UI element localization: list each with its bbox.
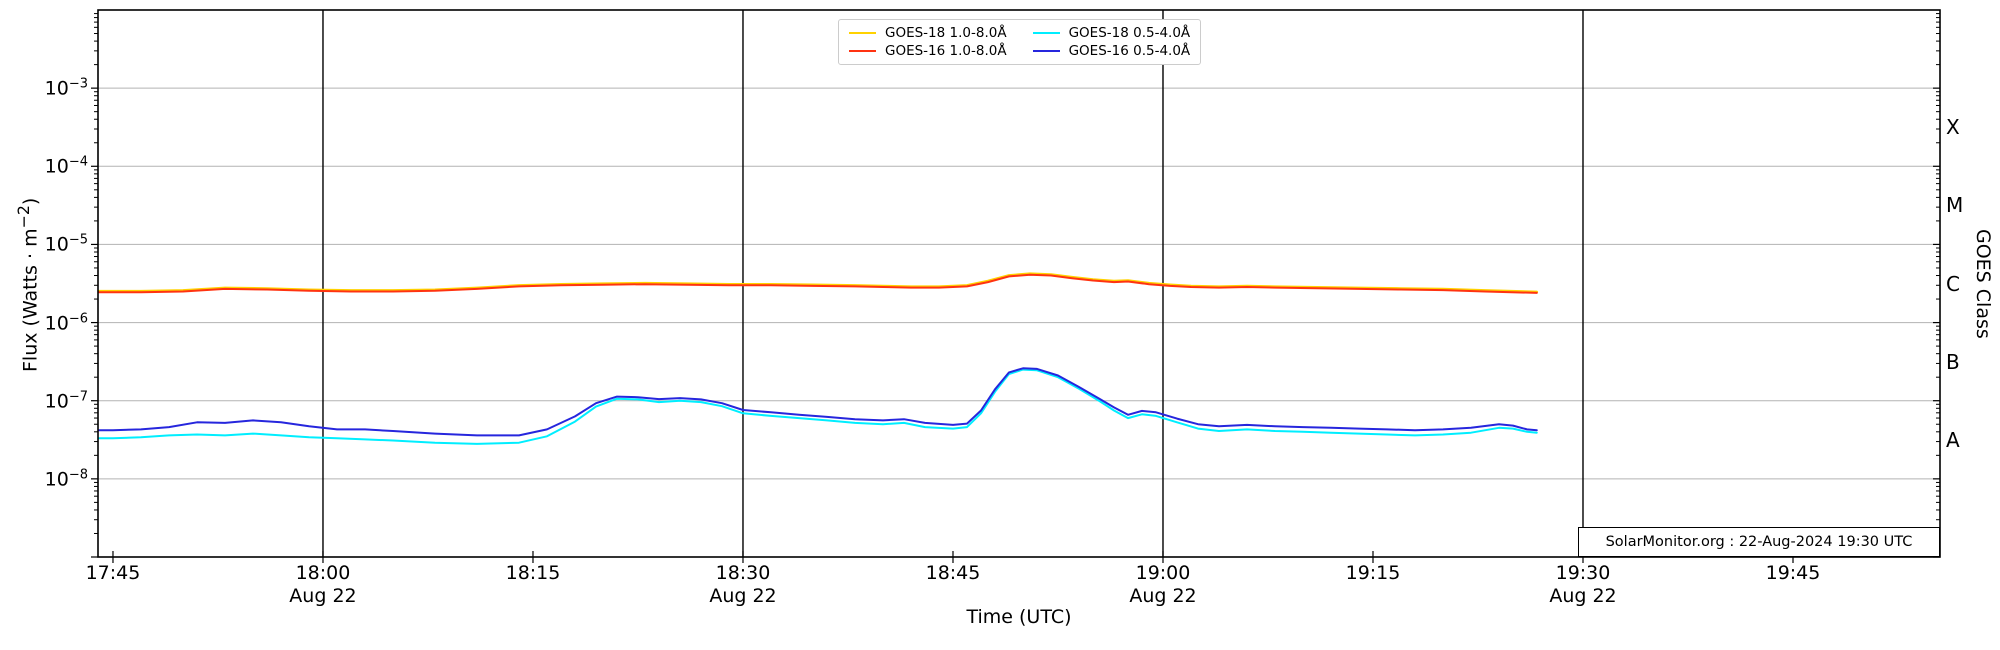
goes-class-tick-label: B <box>1946 349 1960 374</box>
legend-item: GOES-16 0.5-4.0Å <box>1032 43 1191 59</box>
legend-line-marker <box>1032 32 1060 34</box>
series-goes-18-0-5-4-0- <box>98 368 1538 445</box>
goes-class-tick-label: X <box>1946 115 1960 140</box>
series-goes-16-1-0-8-0- <box>98 273 1538 294</box>
legend-item-label: GOES-16 0.5-4.0Å <box>1068 43 1191 59</box>
x-tick-date-label: Aug 22 <box>1129 585 1197 607</box>
y-axis-label-exponent: −2 <box>14 205 33 229</box>
y-tick-label: 10−3 <box>44 76 88 100</box>
x-tick-label: 19:15 <box>1345 562 1401 584</box>
y-axis-label-suffix: ) <box>19 197 42 206</box>
goes-class-tick-label: C <box>1946 271 1960 296</box>
y-axis-label: Flux (Watts · m−2) <box>14 198 41 372</box>
x-tick-label: 17:45 <box>85 562 141 584</box>
legend-item: GOES-18 1.0-8.0Å <box>849 25 1007 41</box>
legend-line-marker <box>849 32 876 34</box>
x-tick-label: 18:15 <box>505 562 561 584</box>
x-tick-date-label: Aug 22 <box>289 585 357 607</box>
legend-item-label: GOES-18 0.5-4.0Å <box>1068 25 1191 41</box>
goes-class-tick-label: M <box>1946 193 1964 218</box>
goes-class-axis-label: GOES Class <box>1972 229 1994 339</box>
x-tick-label: 18:30 <box>715 562 771 584</box>
y-tick-label: 10−5 <box>44 232 88 257</box>
x-tick-label: 19:00 <box>1135 562 1191 584</box>
y-tick-label: 10−6 <box>44 310 88 335</box>
x-axis-label: Time (UTC) <box>966 606 1072 628</box>
legend-line-marker <box>849 50 876 52</box>
legend-item: GOES-16 1.0-8.0Å <box>849 43 1007 59</box>
legend-line-marker <box>1032 50 1060 52</box>
x-tick-date-label: Aug 22 <box>1549 585 1617 607</box>
y-tick-label: 10−7 <box>44 389 88 413</box>
legend: GOES-18 1.0-8.0Å GOES-16 1.0-8.0Å GOES-18 … <box>838 19 1202 65</box>
legend-item-label: GOES-18 1.0-8.0Å <box>885 25 1007 41</box>
x-tick-label: 18:00 <box>295 562 351 584</box>
x-tick-label: 19:30 <box>1555 562 1611 584</box>
x-tick-date-label: Aug 22 <box>709 585 777 607</box>
plot-border <box>97 9 1941 558</box>
legend-item: GOES-18 0.5-4.0Å <box>1032 25 1191 41</box>
y-tick-label: 10−8 <box>44 467 88 491</box>
y-tick-label: 10−4 <box>44 154 88 178</box>
goes-class-tick-label: A <box>1946 427 1960 452</box>
series-goes-16-0-5-4-0- <box>98 367 1538 437</box>
source-annotation: SolarMonitor.org : 22-Aug-2024 19:30 UTC <box>1578 527 1940 557</box>
legend-item-label: GOES-16 1.0-8.0Å <box>885 43 1007 59</box>
x-tick-label: 19:45 <box>1765 562 1821 584</box>
x-tick-label: 18:45 <box>925 562 981 584</box>
